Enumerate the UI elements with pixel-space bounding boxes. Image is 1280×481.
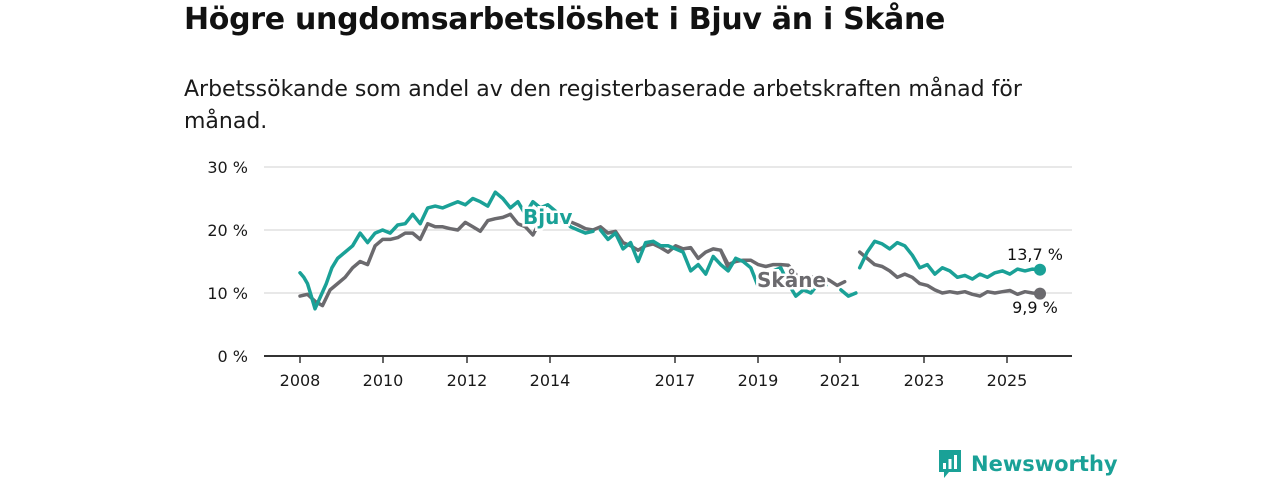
end-point-sk-ne — [1034, 287, 1046, 300]
x-tick-label: 2012 — [447, 371, 488, 390]
x-tick-label: 2014 — [530, 371, 571, 390]
end-point-bjuv — [1034, 263, 1046, 276]
series-line-bjuv — [298, 190, 595, 311]
newsworthy-logo-icon — [939, 450, 961, 478]
series-line-bjuv — [733, 256, 828, 298]
x-tick-label: 2023 — [904, 371, 945, 390]
brand-logo[interactable]: Newsworthy — [937, 447, 1118, 481]
y-tick-label: 20 % — [207, 221, 248, 240]
x-tick-label: 2017 — [655, 371, 696, 390]
series-line-bjuv — [598, 228, 738, 276]
series-line-bjuv — [839, 288, 858, 298]
y-tick-label: 10 % — [207, 284, 248, 303]
chart-subtitle: Arbetssökande som andel av den registerb… — [184, 77, 1022, 134]
series-line-bjuv — [857, 239, 1042, 281]
end-label-bjuv: 13,7 % — [1007, 245, 1063, 264]
x-tick-label: 2019 — [738, 371, 779, 390]
x-tick-label: 2021 — [820, 371, 861, 390]
y-tick-label: 30 % — [207, 158, 248, 177]
series-line-sk-ne — [298, 212, 730, 308]
series-label-bjuv: Bjuv — [523, 205, 572, 229]
x-tick-label: 2008 — [280, 371, 321, 390]
x-tick-label: 2010 — [363, 371, 404, 390]
end-label-skane: 9,9 % — [1012, 298, 1058, 317]
x-tick-label: 2025 — [987, 371, 1028, 390]
brand-name: Newsworthy — [971, 452, 1118, 476]
series-label-skane: Skåne — [757, 268, 826, 292]
series-line-sk-ne — [812, 275, 847, 288]
chart-title: Högre ungdomsarbetslöshet i Bjuv än i Sk… — [184, 2, 946, 37]
y-tick-label: 0 % — [218, 347, 248, 366]
series-line-sk-ne — [857, 250, 1042, 298]
line-chart: 0 % 10 % 20 % 30 % 2008 2010 2012 2014 2017 2019 2… — [207, 158, 1072, 390]
